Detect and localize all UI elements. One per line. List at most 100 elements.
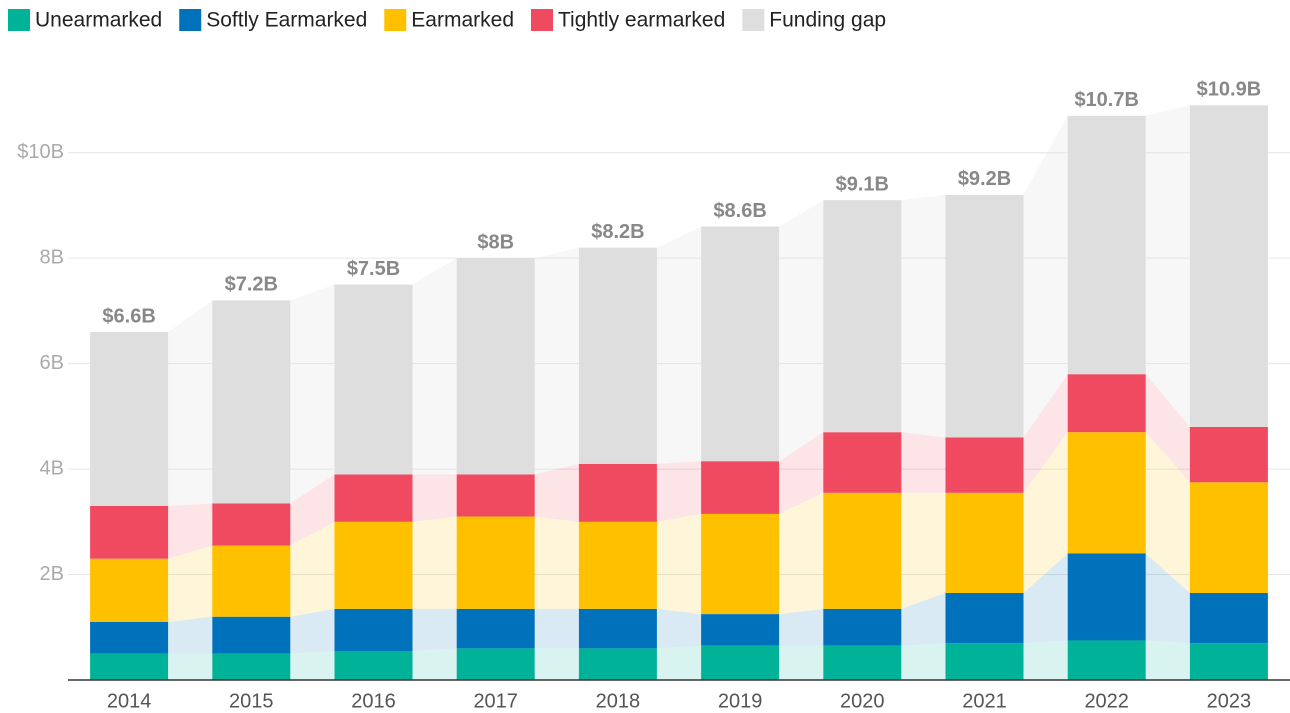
bar-segment: [578, 608, 657, 649]
legend-swatch: [742, 9, 765, 31]
bar-segment: [90, 653, 169, 680]
legend-label: Tightly earmarked: [558, 9, 725, 32]
connector: [168, 616, 213, 654]
bar-segment: [212, 545, 291, 617]
connector: [534, 516, 579, 609]
connector: [1145, 374, 1190, 483]
bar-segment: [1189, 643, 1268, 680]
bar-segment: [1189, 426, 1268, 483]
bar-segment: [456, 474, 535, 517]
bar-segment: [334, 608, 413, 651]
connector: [656, 226, 702, 464]
connector: [901, 643, 946, 680]
bar-segment: [1189, 482, 1268, 593]
connector: [534, 247, 579, 475]
connector: [901, 194, 946, 438]
connector: [1023, 432, 1068, 593]
bar-segment: [701, 461, 780, 514]
bar-segment: [823, 432, 902, 493]
connector: [779, 645, 824, 680]
bar-segment: [1067, 640, 1146, 680]
bar-segment: [823, 608, 902, 646]
total-label: $7.5B: [347, 258, 400, 280]
x-tick-label: 2015: [229, 690, 274, 712]
connector: [1023, 115, 1068, 438]
connector: [168, 503, 213, 559]
x-tick-label: 2022: [1084, 690, 1129, 712]
bar-segment: [945, 194, 1024, 438]
bar-segment: [90, 558, 169, 622]
connector: [412, 648, 457, 680]
connector: [901, 492, 946, 609]
connector: [290, 521, 335, 617]
connector: [290, 651, 335, 680]
total-label: $9.1B: [836, 173, 889, 195]
bar-segment: [334, 651, 413, 680]
bar-segment: [334, 284, 413, 475]
bar-segment: [456, 648, 535, 680]
connector: [290, 284, 335, 504]
y-tick-label: 2B: [40, 563, 64, 585]
bar-segment: [334, 521, 413, 609]
bar-segment: [701, 226, 780, 462]
connector: [656, 645, 702, 680]
connector: [1023, 640, 1068, 680]
x-tick-label: 2019: [718, 690, 763, 712]
bar-segment: [1189, 593, 1268, 644]
connector: [290, 608, 335, 654]
bar-segment: [701, 614, 780, 646]
connector: [901, 432, 946, 493]
bar-segment: [90, 332, 169, 506]
connector: [1145, 640, 1190, 680]
legend-label: Unearmarked: [35, 9, 162, 32]
legend-swatch: [384, 9, 407, 31]
legend-label: Softly Earmarked: [206, 9, 367, 32]
connector: [534, 608, 579, 649]
total-label: $8.2B: [591, 221, 644, 243]
bar-segment: [945, 492, 1024, 593]
bar-segment: [212, 503, 291, 546]
bar-segment: [456, 258, 535, 475]
bar-segment: [945, 437, 1024, 493]
connector: [290, 474, 335, 546]
y-tick-label: 4B: [40, 457, 64, 479]
connector: [412, 474, 457, 522]
bar-segment: [1067, 553, 1146, 641]
legend-label: Earmarked: [411, 9, 514, 32]
total-label: $10.7B: [1074, 89, 1139, 111]
x-tick-label: 2017: [473, 690, 518, 712]
total-label: $6.6B: [102, 305, 155, 327]
y-tick-label: $10B: [17, 141, 64, 163]
bar-segment: [578, 648, 657, 680]
legend-swatch: [531, 9, 553, 31]
connector: [1145, 432, 1190, 593]
bar-segment: [1067, 374, 1146, 433]
connector: [1023, 553, 1068, 644]
bar-segment: [823, 645, 902, 680]
bar-segment: [212, 653, 291, 680]
total-label: $7.2B: [225, 274, 278, 296]
bar-segment: [456, 608, 535, 649]
total-label: $8B: [477, 231, 514, 253]
x-tick-label: 2018: [596, 690, 641, 712]
connector: [1145, 105, 1190, 427]
x-tick-label: 2023: [1207, 690, 1252, 712]
bar-segment: [823, 200, 902, 433]
bar-segment: [212, 300, 291, 504]
connector: [779, 608, 824, 646]
connector: [168, 300, 213, 506]
connector: [1023, 374, 1068, 493]
bar-segment: [701, 645, 780, 680]
connector: [779, 492, 824, 615]
total-label: $10.9B: [1197, 79, 1262, 101]
y-tick-label: 8B: [40, 246, 64, 268]
bar-segment: [90, 506, 169, 559]
connector: [1145, 553, 1190, 644]
bar-segment: [456, 516, 535, 609]
legend-swatch: [179, 9, 202, 31]
connector: [656, 461, 702, 522]
bar-segment: [1067, 432, 1146, 554]
connector: [779, 432, 824, 514]
